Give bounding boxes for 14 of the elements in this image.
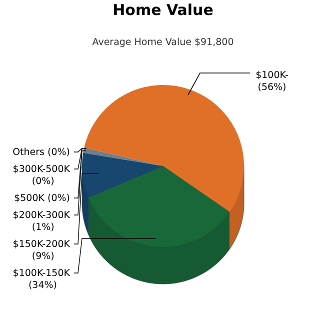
data-label: (56%) (258, 82, 286, 93)
slice-label: $200K-300K (12, 210, 71, 221)
data-label: (34%) (28, 280, 57, 291)
text: (0%) (32, 176, 54, 187)
chart-title: Home Value (112, 1, 214, 19)
slice-label: $150K-200K (12, 239, 71, 250)
category-label: $500K (0%) (14, 193, 70, 204)
legend-label: Others (0%) (12, 147, 70, 158)
category-label: $300K-500K (12, 164, 70, 175)
chart-subtitle: Average Home Value $91,800 (92, 37, 234, 48)
data-label: (1%) (32, 222, 54, 233)
data-label: (9%) (32, 251, 54, 262)
slice-label: $100K- (256, 70, 288, 81)
slice-label: $100K-150K (12, 268, 71, 279)
